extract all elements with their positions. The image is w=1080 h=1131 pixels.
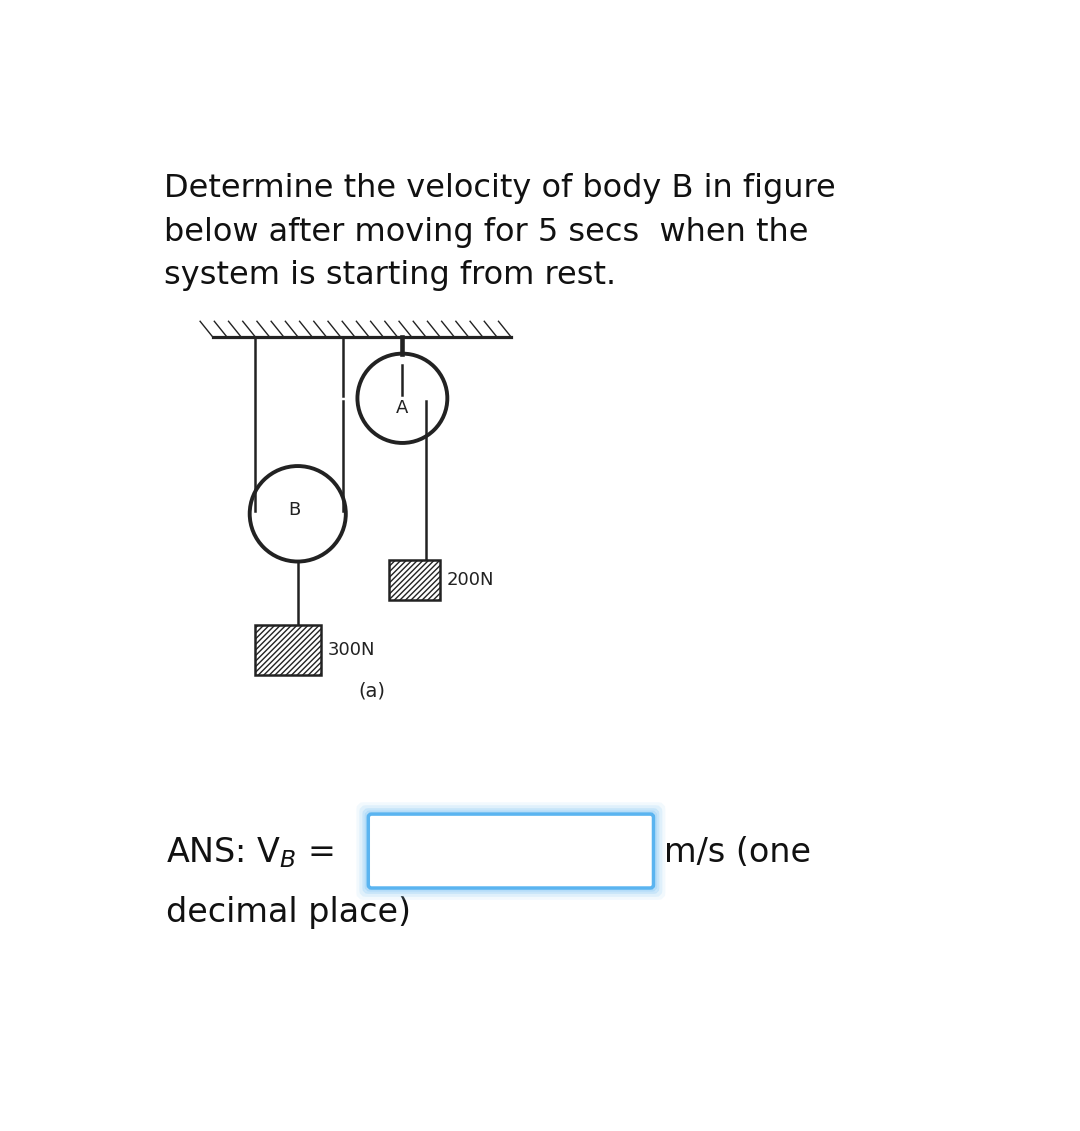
Text: 300N: 300N [327,641,375,659]
Text: below after moving for 5 secs  when the: below after moving for 5 secs when the [164,216,809,248]
Text: decimal place): decimal place) [166,896,411,930]
Bar [255,625,321,675]
Text: system is starting from rest.: system is starting from rest. [164,260,617,291]
Text: A: A [396,398,408,416]
Text: ANS: V$_B$ =: ANS: V$_B$ = [166,835,334,870]
Text: m/s (one: m/s (one [664,836,811,869]
Text: B: B [287,501,300,519]
Text: 200N: 200N [446,571,494,589]
Text: (a): (a) [357,681,384,700]
FancyBboxPatch shape [368,814,653,888]
Bar [389,560,440,601]
Text: Determine the velocity of body B in figure: Determine the velocity of body B in figu… [164,173,836,205]
